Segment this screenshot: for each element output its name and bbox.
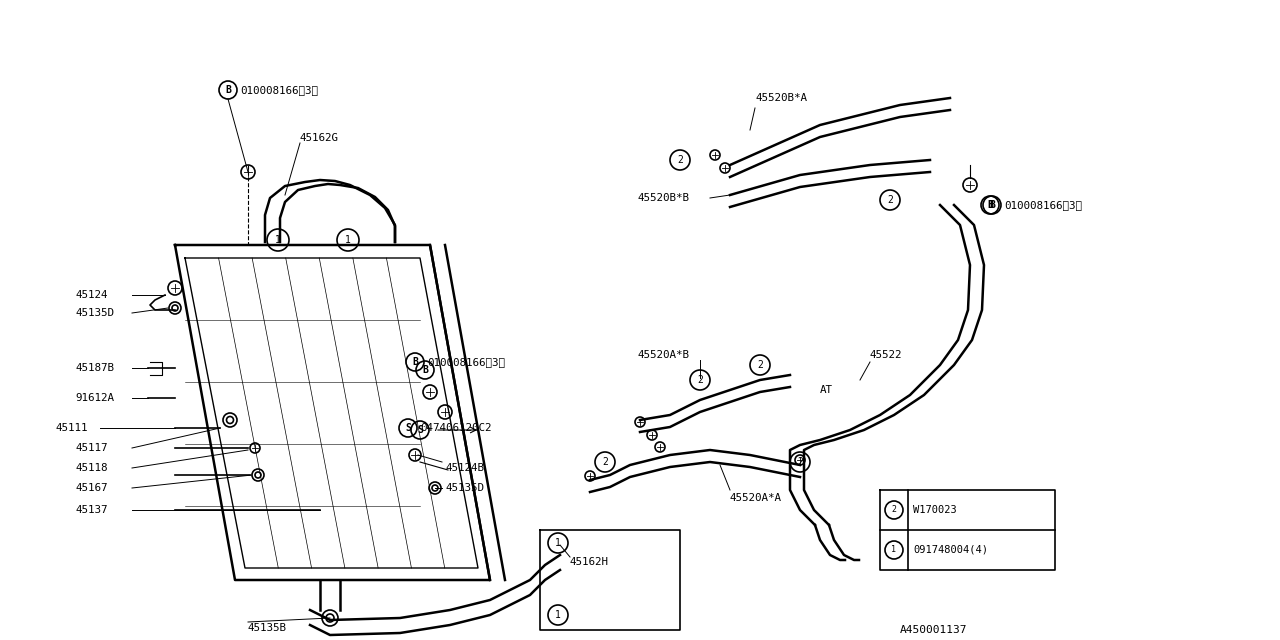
Text: 45111: 45111 [55, 423, 87, 433]
Text: 2: 2 [698, 375, 703, 385]
Text: 45520A*B: 45520A*B [637, 350, 690, 360]
Text: 45118: 45118 [76, 463, 108, 473]
Text: 45522: 45522 [870, 350, 902, 360]
Text: B: B [989, 200, 995, 210]
Text: AT: AT [820, 385, 833, 395]
Text: 45135D: 45135D [445, 483, 484, 493]
Text: 45135D: 45135D [76, 308, 114, 318]
Text: 45167: 45167 [76, 483, 108, 493]
Text: 2: 2 [602, 457, 608, 467]
Text: S: S [417, 425, 422, 435]
Text: 1: 1 [346, 235, 351, 245]
Text: 2: 2 [887, 195, 893, 205]
Text: 45117: 45117 [76, 443, 108, 453]
Text: 1: 1 [556, 538, 561, 548]
Text: B: B [987, 200, 993, 210]
Text: B: B [225, 85, 230, 95]
Text: 091748004(4): 091748004(4) [913, 545, 988, 555]
Text: 45135B: 45135B [248, 623, 287, 633]
Text: 2: 2 [756, 360, 763, 370]
Text: S: S [404, 423, 411, 433]
Text: 1: 1 [556, 610, 561, 620]
Text: A450001137: A450001137 [900, 625, 968, 635]
Text: 45162G: 45162G [300, 133, 339, 143]
Text: 45520B*B: 45520B*B [637, 193, 689, 203]
Text: 010008166（3）: 010008166（3） [241, 85, 317, 95]
Text: 010008166（3）: 010008166（3） [428, 357, 506, 367]
Text: 047406120C2: 047406120C2 [420, 423, 492, 433]
Text: 2: 2 [797, 457, 803, 467]
Text: 45520B*A: 45520B*A [755, 93, 806, 103]
Text: 010008166（3）: 010008166（3） [1004, 200, 1082, 210]
Text: B: B [422, 365, 428, 375]
Text: W170023: W170023 [913, 505, 956, 515]
Text: 45187B: 45187B [76, 363, 114, 373]
Text: 45124: 45124 [76, 290, 108, 300]
Text: 45520A*A: 45520A*A [730, 493, 782, 503]
Text: B: B [412, 357, 419, 367]
Text: 1: 1 [275, 235, 280, 245]
Text: 45162H: 45162H [570, 557, 609, 567]
Text: 91612A: 91612A [76, 393, 114, 403]
Text: 45137: 45137 [76, 505, 108, 515]
Text: 45124B: 45124B [445, 463, 484, 473]
Text: 2: 2 [891, 506, 896, 515]
Text: 2: 2 [677, 155, 684, 165]
Text: 1: 1 [891, 545, 896, 554]
